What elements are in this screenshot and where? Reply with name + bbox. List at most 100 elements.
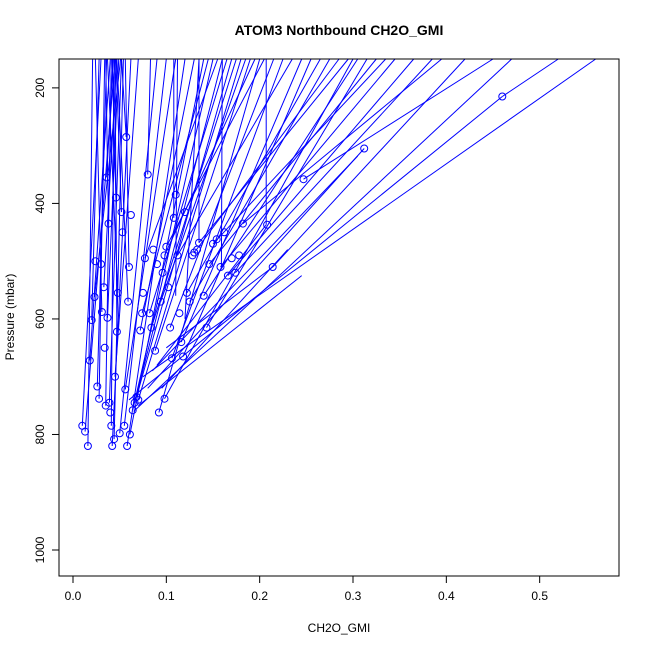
profile-segment: [198, 58, 349, 244]
data-point: [175, 309, 184, 318]
data-point: [143, 170, 152, 179]
data-point: [156, 297, 165, 306]
profile-segment: [91, 58, 100, 321]
data-point: [104, 219, 113, 228]
data-point: [199, 291, 208, 300]
profile-segment: [114, 58, 139, 377]
data-point: [193, 245, 202, 254]
profile-segment: [502, 58, 559, 97]
profile-segment: [141, 58, 209, 314]
profile-segment: [121, 58, 127, 138]
profile-segment: [147, 148, 365, 389]
data-point: [231, 268, 240, 277]
profile-segment: [144, 58, 219, 259]
x-tick-label: 0.2: [251, 589, 268, 603]
profile-segment: [133, 58, 513, 412]
profile-segment: [134, 58, 223, 403]
profile-segment: [303, 58, 494, 180]
profile-segment: [235, 58, 433, 274]
data-point: [238, 219, 247, 228]
data-point: [162, 242, 171, 251]
data-point: [118, 228, 127, 237]
profile-segment: [177, 58, 293, 256]
profile-segment: [272, 58, 466, 268]
data-point: [160, 394, 169, 403]
x-axis-label: CH2O_GMI: [308, 621, 371, 635]
data-point: [268, 263, 277, 271]
data-point: [85, 356, 94, 365]
data-point: [124, 297, 133, 306]
profile-segment: [180, 58, 303, 343]
data-point: [145, 309, 154, 318]
profile-segment: [156, 224, 267, 366]
data-point: [111, 193, 120, 202]
profile-segment: [115, 58, 122, 213]
profile-segment: [164, 58, 256, 256]
data-point: [212, 235, 221, 244]
data-point: [81, 427, 90, 436]
data-point: [115, 429, 124, 438]
data-point: [117, 208, 126, 217]
data-point: [83, 442, 92, 450]
data-point: [360, 144, 369, 153]
profile-segment: [119, 58, 158, 434]
data-point: [223, 271, 232, 280]
data-point: [100, 343, 109, 352]
profile-segment: [107, 58, 119, 293]
profile-segment: [87, 58, 94, 447]
profile-segment: [147, 58, 151, 175]
profile-segment: [123, 58, 167, 426]
profile-segment: [165, 266, 274, 349]
data-point: [179, 352, 188, 361]
data-point: [190, 248, 199, 257]
data-point: [126, 211, 135, 219]
data-point: [102, 173, 111, 182]
profile-segment: [124, 58, 130, 268]
profile-segment: [81, 58, 102, 426]
data-point: [120, 421, 129, 430]
profile-segment: [212, 58, 387, 245]
data-point: [112, 327, 121, 336]
profile-segment: [98, 58, 106, 399]
profile-segment: [203, 58, 359, 297]
data-point: [134, 395, 143, 404]
profile-segment: [142, 58, 596, 378]
data-point: [171, 190, 180, 199]
data-point: [110, 435, 119, 444]
data-point: [106, 408, 115, 417]
data-point: [173, 251, 182, 260]
profile-segment: [227, 58, 415, 276]
y-axis: 200 400 600 800 1000: [33, 78, 60, 563]
data-point: [139, 288, 147, 297]
data-point: [205, 260, 214, 269]
data-point: [149, 245, 158, 254]
data-point: [147, 323, 156, 332]
profile-segment: [136, 58, 233, 398]
profile-segment: [154, 58, 251, 351]
data-point: [299, 175, 308, 184]
data-point: [95, 394, 104, 403]
data-point: [140, 254, 149, 263]
data-point: [93, 382, 102, 391]
data-point: [121, 385, 130, 394]
profile-segment: [189, 58, 331, 302]
x-tick-label: 0.1: [158, 589, 175, 603]
y-axis-label: Pressure (mbar): [3, 274, 17, 361]
x-tick-label: 0.4: [438, 589, 455, 603]
profile-segment: [161, 249, 289, 389]
data-point: [125, 263, 133, 271]
data-point: [158, 268, 167, 277]
data-point: [167, 354, 176, 363]
data-points: [78, 92, 507, 450]
profile-segment: [103, 58, 118, 288]
y-tick-label: 1000: [33, 536, 47, 563]
data-point: [113, 288, 122, 297]
data-point: [166, 323, 175, 332]
data-point: [235, 251, 244, 260]
data-point: [185, 297, 194, 306]
data-point: [122, 133, 131, 141]
data-point: [216, 263, 225, 271]
data-point: [123, 442, 132, 450]
data-point: [263, 220, 272, 229]
